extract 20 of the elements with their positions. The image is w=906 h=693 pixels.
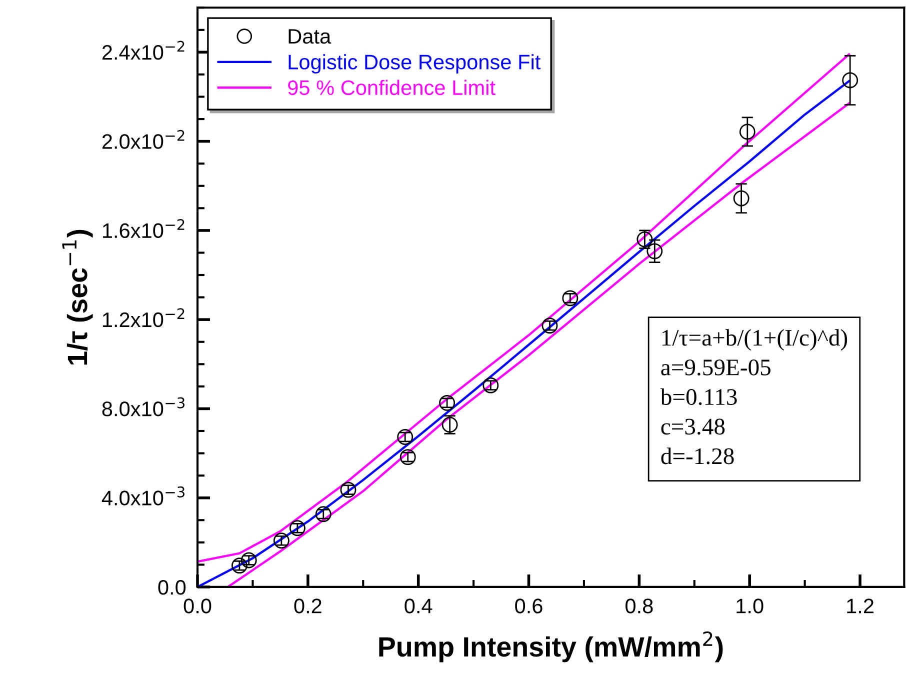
y-tick-label: 0.0 [158, 580, 186, 595]
y-tick-label: 2.4x10$^{−2}$ [102, 40, 184, 60]
x-tick-label: 1.0 [736, 598, 764, 614]
annotation: 1/τ=a+b/(1+(I/c)^d) a=9.59E-05 b=0.113 c=3.48 d=-1.28 [660, 329, 848, 464]
y-tick-label: 4.0x10$^{−3}$ [102, 486, 184, 506]
x-tick-label: 1.2 [847, 598, 874, 614]
x-tick-label: 0.4 [404, 598, 432, 614]
y-tick-label: 1.2x10$^{−2}$ [102, 308, 184, 328]
x-tick-label: 0.0 [184, 598, 212, 614]
x-tick-label: 0.8 [626, 598, 653, 614]
y-tick-label: 8.0x10$^{−3}$ [102, 397, 184, 416]
y-axis-title: 1/τ (sec$^{−1}$) [62, 230, 93, 365]
y-tick-label: 2.0x10$^{−2}$ [102, 130, 184, 149]
legend-label: 95 % Confidence Limit [288, 80, 496, 96]
legend-label: Data [288, 29, 332, 44]
x-axis-title: Pump Intensity (mW/mm$^{2}$) [379, 631, 723, 662]
y-tick-label: 1.6x10$^{−2}$ [102, 219, 184, 238]
legend-label: Logistic Dose Response Fit [288, 54, 541, 74]
x-tick-label: 0.6 [515, 598, 542, 614]
x-tick-label: 0.2 [294, 598, 322, 614]
